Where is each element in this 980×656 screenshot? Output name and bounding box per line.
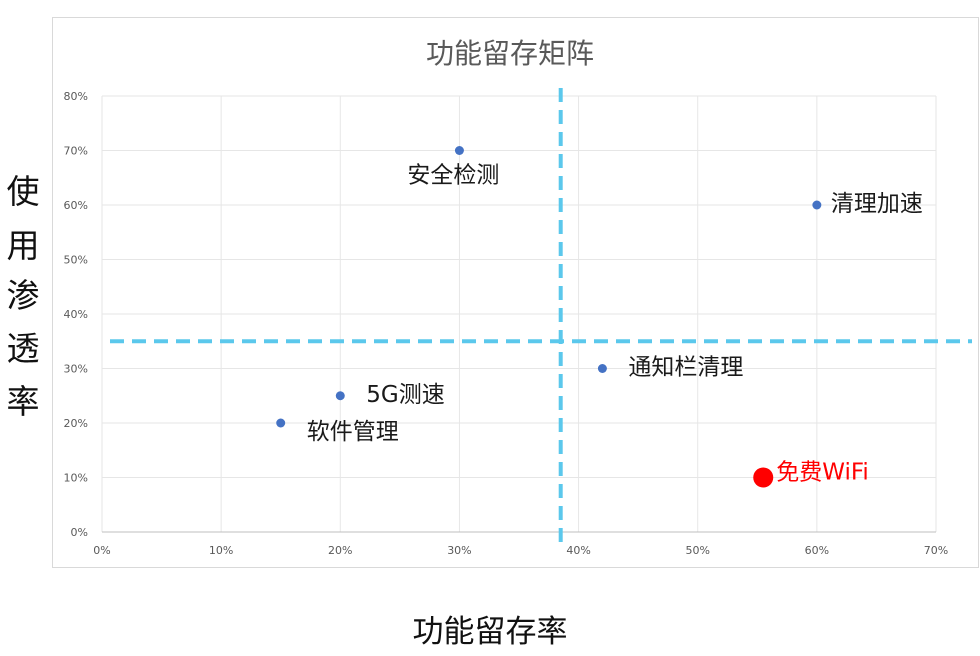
point-label: 清理加速 (831, 191, 923, 217)
y-axis-title-char: 使 (6, 172, 40, 211)
point-label: 通知栏清理 (628, 355, 743, 381)
grid (101, 95, 937, 533)
y-axis-title-char: 渗 (6, 276, 40, 315)
x-tick-label: 10% (209, 544, 233, 557)
scatter-point (454, 146, 464, 155)
x-tick-label: 20% (328, 544, 352, 557)
x-tick-label: 40% (566, 544, 590, 557)
scatter-point (753, 467, 774, 488)
point-label: 软件管理 (307, 419, 399, 445)
point-label: 5G测速 (366, 382, 444, 408)
y-tick-label: 50% (64, 254, 88, 267)
x-axis-title: 功能留存率 (412, 614, 568, 650)
y-axis-title-char: 透 (6, 329, 40, 368)
y-tick-label: 40% (64, 308, 88, 321)
y-tick-label: 0% (71, 526, 88, 539)
point-label: 免费WiFi (776, 460, 869, 486)
scatter-chart: 功能留存矩阵 0% 10% 20% 30% 40% 50% 60% 70% 80% 0% 10% 20… (64, 37, 972, 557)
chart-frame (52, 17, 979, 568)
scatter-point-group: 安全检测 (407, 146, 499, 189)
scatter-point-group: 通知栏清理 (597, 355, 743, 381)
scatter-point (335, 391, 345, 401)
point-label: 安全检测 (407, 163, 499, 189)
scatter-point (812, 200, 822, 210)
x-tick-label: 30% (447, 544, 471, 557)
x-tick-label: 70% (924, 544, 948, 557)
y-tick-label: 10% (64, 472, 88, 485)
scatter-point-group: 5G测速 (335, 382, 445, 408)
y-tick-label: 80% (64, 90, 88, 103)
y-axis-title-char: 率 (6, 382, 40, 421)
reference-lines (110, 88, 972, 546)
x-tick-label: 0% (93, 544, 110, 557)
scatter-point-group: 清理加速 (812, 191, 923, 217)
chart-title: 功能留存矩阵 (426, 37, 594, 70)
x-tick-label: 50% (685, 544, 709, 557)
scatter-point (276, 418, 286, 428)
y-tick-label: 20% (64, 417, 88, 430)
y-axis-title-char: 用 (6, 226, 40, 265)
y-tick-label: 30% (64, 363, 88, 376)
scatter-point-group: 免费WiFi (753, 460, 869, 488)
scatter-point (597, 364, 607, 373)
x-tick-label: 60% (805, 544, 829, 557)
y-tick-label: 70% (64, 145, 88, 158)
scatter-point-group: 软件管理 (276, 418, 399, 445)
y-tick-label: 60% (64, 199, 88, 212)
axis-ticks: 0% 10% 20% 30% 40% 50% 60% 70% 80% 0% 10% 20% 30% 40%… (64, 90, 949, 557)
